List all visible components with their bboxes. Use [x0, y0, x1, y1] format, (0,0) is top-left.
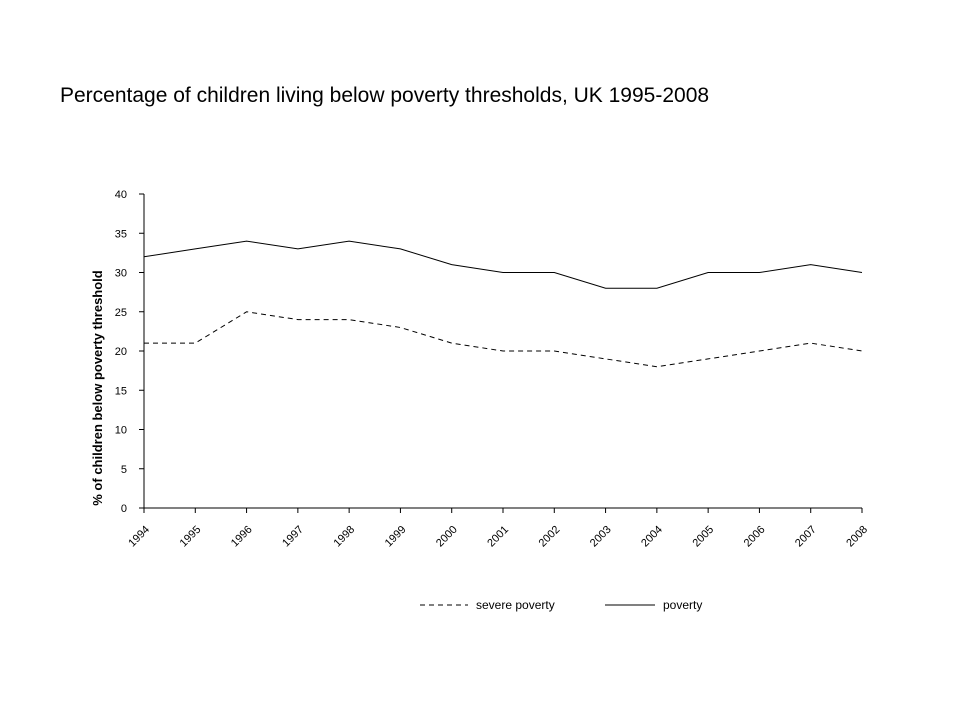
x-tick-label: 2001 [485, 524, 511, 550]
y-tick-label: 25 [115, 307, 127, 319]
x-tick-label: 2005 [690, 524, 716, 550]
x-tick-label: 2007 [793, 524, 819, 550]
x-axis: 1994 1995 1996 1997 1998 1999 2000 2001 2002 2003… [126, 507, 870, 550]
x-tick-label: 1998 [331, 524, 357, 550]
x-tick-label: 2004 [639, 524, 665, 550]
y-tick-label: 35 [115, 228, 127, 240]
legend: severe poverty poverty [420, 598, 702, 612]
y-tick-label: 0 [121, 503, 127, 515]
legend-label-severe-poverty: severe poverty [476, 598, 555, 612]
series-lines [143, 240, 863, 368]
x-tick-label: 1997 [280, 524, 306, 550]
x-tick-label: 2006 [742, 524, 768, 550]
y-tick-label: 30 [115, 268, 127, 280]
severe-poverty-line [144, 311, 863, 368]
x-tick-label: 1996 [229, 524, 255, 550]
legend-label-poverty: poverty [663, 598, 702, 612]
x-tick-label: 1995 [178, 524, 204, 550]
y-tick-label: 20 [115, 346, 127, 358]
x-tick-label: 1994 [126, 524, 152, 550]
y-tick-label: 40 [115, 189, 127, 201]
x-tick-label: 2003 [588, 524, 614, 550]
y-tick-label: 15 [115, 385, 127, 397]
x-tick-label: 2000 [434, 524, 460, 550]
chart-title: Percentage of children living below pove… [60, 84, 710, 107]
x-tick-label: 2008 [844, 524, 870, 550]
y-axis: 0 5 10 15 20 25 30 35 40 [115, 189, 145, 515]
x-tick-label: 1999 [383, 524, 409, 550]
y-tick-label: 5 [121, 464, 127, 476]
x-tick-label: 2002 [537, 524, 563, 550]
y-axis-title: % of children below poverty threshold [90, 270, 105, 506]
poverty-line [143, 240, 863, 289]
y-tick-label: 10 [115, 425, 127, 437]
